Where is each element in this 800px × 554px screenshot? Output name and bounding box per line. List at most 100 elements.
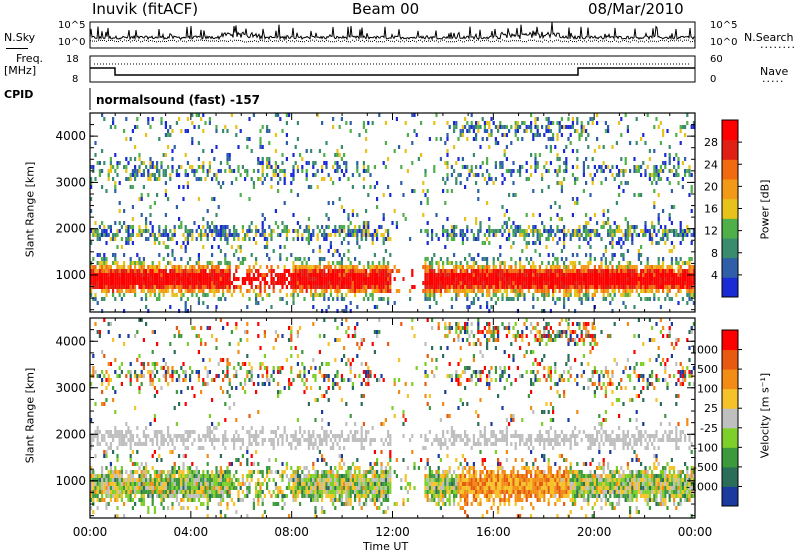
heatmap-cell <box>442 277 445 281</box>
heatmap-cell <box>312 229 315 233</box>
heatmap-cell <box>571 173 574 177</box>
heatmap-cell <box>455 277 458 281</box>
heatmap-cell <box>160 386 163 390</box>
heatmap-cell <box>558 265 561 269</box>
heatmap-cell <box>378 265 381 269</box>
heatmap-cell <box>554 289 557 293</box>
heatmap-cell <box>446 281 449 285</box>
heatmap-cell <box>224 474 227 478</box>
heatmap-cell <box>248 265 251 269</box>
heatmap-cell <box>248 378 251 382</box>
heatmap-cell <box>622 257 625 261</box>
heatmap-cell <box>114 498 117 502</box>
heatmap-cell <box>611 145 614 149</box>
heatmap-cell <box>197 350 200 354</box>
heatmap-cell <box>208 277 211 281</box>
heatmap-cell <box>376 269 379 273</box>
heatmap-cell <box>200 490 203 494</box>
heatmap-cell <box>690 297 693 301</box>
heatmap-cell <box>314 173 317 177</box>
heatmap-cell <box>349 269 352 273</box>
heatmap-cell <box>439 257 442 261</box>
heatmap-cell <box>668 277 671 281</box>
heatmap-cell <box>162 241 165 245</box>
heatmap-cell <box>466 277 469 281</box>
heatmap-cell <box>538 213 541 217</box>
heatmap-cell <box>120 225 123 229</box>
heatmap-cell <box>442 273 445 277</box>
heatmap-cell <box>197 434 200 438</box>
heatmap-cell <box>690 265 693 269</box>
heatmap-cell <box>138 169 141 173</box>
heatmap-cell <box>343 265 346 269</box>
heatmap-cell <box>481 273 484 277</box>
heatmap-cell <box>461 129 464 133</box>
heatmap-cell <box>248 297 251 301</box>
heatmap-cell <box>340 293 343 297</box>
heatmap-cell <box>607 209 610 213</box>
heatmap-cell <box>109 229 112 233</box>
heatmap-cell <box>666 177 669 181</box>
heatmap-cell <box>180 265 183 269</box>
heatmap-cell <box>389 285 392 289</box>
heatmap-cell <box>376 233 379 237</box>
heatmap-cell <box>684 133 687 137</box>
heatmap-cell <box>508 297 511 301</box>
heatmap-cell <box>512 221 515 225</box>
heatmap-cell <box>257 490 260 494</box>
heatmap-cell <box>160 474 163 478</box>
heatmap-cell <box>142 486 145 490</box>
heatmap-cell <box>140 285 143 289</box>
heatmap-cell <box>125 422 128 426</box>
heatmap-cell <box>510 285 513 289</box>
heatmap-cell <box>664 277 667 281</box>
heatmap-cell <box>197 125 200 129</box>
heatmap-cell <box>109 169 112 173</box>
heatmap-cell <box>202 378 205 382</box>
heatmap-cell <box>147 506 150 510</box>
heatmap-cell <box>510 269 513 273</box>
heatmap-cell <box>560 125 563 129</box>
heatmap-cell <box>118 289 121 293</box>
heatmap-cell <box>125 478 128 482</box>
heatmap-cell <box>387 233 390 237</box>
heatmap-cell <box>129 382 132 386</box>
heatmap-cell <box>98 233 101 237</box>
heatmap-cell <box>426 293 429 297</box>
heatmap-cell <box>96 285 99 289</box>
heatmap-cell <box>123 277 126 281</box>
heatmap-cell <box>228 486 231 490</box>
heatmap-cell <box>222 490 225 494</box>
heatmap-cell <box>635 141 638 145</box>
heatmap-cell <box>109 273 112 277</box>
heatmap-cell <box>235 322 238 326</box>
heatmap-cell <box>646 113 649 117</box>
heatmap-cell <box>382 297 385 301</box>
heatmap-cell <box>310 281 313 285</box>
heatmap-cell <box>569 273 572 277</box>
heatmap-cell <box>512 297 515 301</box>
heatmap-cell <box>261 161 264 165</box>
heatmap-cell <box>670 269 673 273</box>
heatmap-cell <box>195 478 198 482</box>
heatmap-cell <box>213 446 216 450</box>
heatmap-cell <box>211 149 214 153</box>
heatmap-cell <box>316 113 319 117</box>
heatmap-cell <box>591 229 594 233</box>
heatmap-cell <box>384 277 387 281</box>
heatmap-cell <box>464 269 467 273</box>
heatmap-cell <box>217 362 220 366</box>
heatmap-cell <box>644 281 647 285</box>
heatmap-cell <box>622 301 625 305</box>
heatmap-cell <box>206 498 209 502</box>
heatmap-cell <box>101 297 104 301</box>
heatmap-cell <box>290 273 293 277</box>
heatmap-cell <box>525 269 528 273</box>
heatmap-cell <box>461 269 464 273</box>
heatmap-cell <box>294 265 297 269</box>
heatmap-cell <box>129 482 132 486</box>
heatmap-cell <box>239 366 242 370</box>
heatmap-cell <box>312 273 315 277</box>
heatmap-cell <box>164 490 167 494</box>
heatmap-cell <box>153 478 156 482</box>
